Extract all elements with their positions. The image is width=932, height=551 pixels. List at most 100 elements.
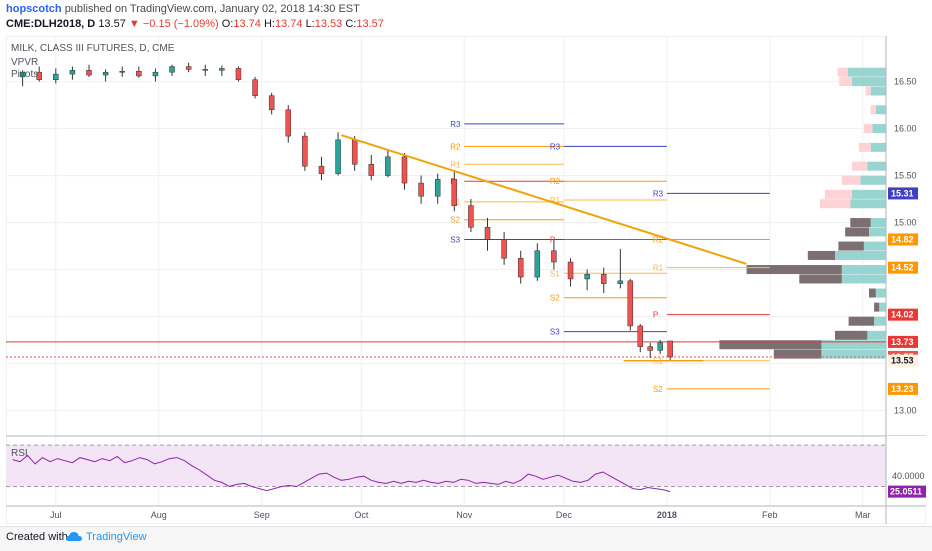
pivot-label: S2 (450, 216, 460, 225)
candle-body (617, 280, 624, 284)
pivot-label: R2 (550, 177, 561, 186)
vp-down-bar (858, 142, 871, 152)
vp-down-bar (874, 302, 880, 312)
vp-down-bar (870, 105, 876, 115)
candle-body (335, 139, 341, 174)
price-tick-label: 15.00 (894, 218, 917, 228)
tradingview-logo-icon[interactable] (66, 532, 82, 542)
pivot-label: R3 (550, 142, 561, 151)
candle-body (600, 273, 607, 284)
low-value: 13.53 (314, 18, 343, 30)
candle-body (119, 71, 125, 73)
price-change: ▼ −0.15 (−1.09%) (128, 18, 219, 30)
low-label: L: (305, 18, 315, 30)
pivot-label: S2 (550, 294, 560, 303)
time-tick-label: Dec (556, 510, 573, 520)
author-link[interactable]: hopscotch (6, 3, 62, 15)
price-tag-label: 14.02 (891, 310, 914, 320)
publish-line: hopscotch published on TradingView.com, … (6, 3, 360, 15)
rsi-tick-label: 40.0000 (892, 471, 925, 481)
price-tag (888, 187, 918, 200)
vp-down-bar (807, 250, 835, 260)
vp-down-bar (746, 265, 842, 275)
price-chart-svg[interactable]: R3R2R1PS1S2S3R3R2R1PS1S2S3R3R2R1PS1S2 16… (5, 35, 927, 525)
candle-body (136, 71, 142, 77)
vp-up-bar (852, 189, 886, 199)
time-tick-label: Nov (456, 510, 473, 520)
time-axis[interactable]: Jul Aug Sep Oct Nov Dec 2018 Feb Mar (6, 505, 926, 520)
candle-body (667, 340, 673, 358)
last-price: 13.57 (98, 18, 126, 30)
candle-body (351, 139, 358, 165)
candle-body (517, 258, 524, 278)
vpvr-legend[interactable]: VPVR (11, 57, 38, 68)
vp-down-bar (719, 340, 822, 350)
candle-body (368, 164, 375, 176)
price-tick-label: 16.50 (894, 77, 917, 87)
open-label: O: (221, 18, 234, 30)
vp-down-bar (824, 189, 852, 199)
pivot-label: R1 (450, 160, 461, 169)
time-tick-label: Mar (855, 510, 871, 520)
tradingview-brand-link[interactable]: TradingView (86, 531, 147, 543)
candle-body (152, 71, 159, 77)
pivot-label: S1 (550, 269, 560, 278)
candle-body (657, 342, 663, 351)
price-tag (888, 335, 918, 348)
pivots-legend[interactable]: Pivots (11, 69, 38, 80)
pivot-label: P (653, 311, 658, 320)
trend-line[interactable] (341, 134, 747, 362)
publish-info: published on TradingView.com, January 02… (64, 3, 360, 15)
candle-body (567, 261, 574, 280)
pivot-label: R2 (653, 235, 664, 244)
vp-down-bar (839, 77, 852, 87)
open-value: 13.74 (233, 18, 261, 30)
high-value: 13.74 (274, 18, 303, 30)
vp-up-bar (869, 227, 886, 237)
vp-up-bar (835, 250, 886, 260)
candle-body (169, 66, 175, 73)
vp-down-bar (863, 124, 873, 134)
candle-body (19, 71, 26, 78)
rsi-value-tag (888, 485, 926, 498)
vp-down-bar (850, 218, 871, 228)
price-tag-label: 14.82 (891, 234, 914, 244)
candle-body (484, 227, 491, 240)
volume-profile (719, 67, 886, 359)
candle-body (53, 73, 59, 80)
vp-up-bar (875, 288, 886, 298)
price-tag-label: 15.31 (891, 188, 914, 198)
pivot-label: S2 (653, 385, 663, 394)
vp-down-bar (835, 330, 868, 340)
candle-body (318, 165, 325, 174)
vp-down-bar (848, 316, 875, 326)
price-tag-label: 14.52 (891, 263, 914, 273)
vp-up-bar (870, 218, 886, 228)
vp-up-bar (879, 302, 886, 312)
vp-up-bar (870, 86, 886, 96)
pivot-label: R1 (550, 196, 561, 205)
vp-down-bar (799, 274, 842, 284)
candle-body (235, 68, 242, 80)
candle-body (86, 70, 92, 76)
chart-area[interactable]: R3R2R1PS1S2S3R3R2R1PS1S2S3R3R2R1PS1S2 16… (5, 35, 927, 525)
price-tag-label: 13.23 (891, 384, 914, 394)
candle-body (385, 156, 391, 176)
vp-up-bar (841, 265, 886, 275)
ohlc-line: CME:DLH2018, D 13.57 ▼ −0.15 (−1.09%) O:… (6, 18, 384, 30)
rsi-legend[interactable]: RSI (11, 448, 28, 459)
vp-down-bar (865, 86, 871, 96)
chart-title: MILK, CLASS III FUTURES, D, CME (11, 43, 175, 54)
vp-down-bar (852, 161, 868, 171)
rsi-value-label: 25.0511 (890, 487, 922, 497)
price-tag (888, 233, 918, 246)
time-tick-label: Feb (762, 510, 778, 520)
vp-down-bar (869, 288, 876, 298)
vp-down-bar (838, 241, 864, 251)
symbol-label: CME:DLH2018, D (6, 18, 96, 30)
vp-down-bar (837, 67, 848, 77)
vp-up-bar (847, 67, 886, 77)
price-tag (888, 261, 918, 274)
created-with-text: Created with (6, 531, 68, 543)
candle-body (202, 69, 208, 71)
